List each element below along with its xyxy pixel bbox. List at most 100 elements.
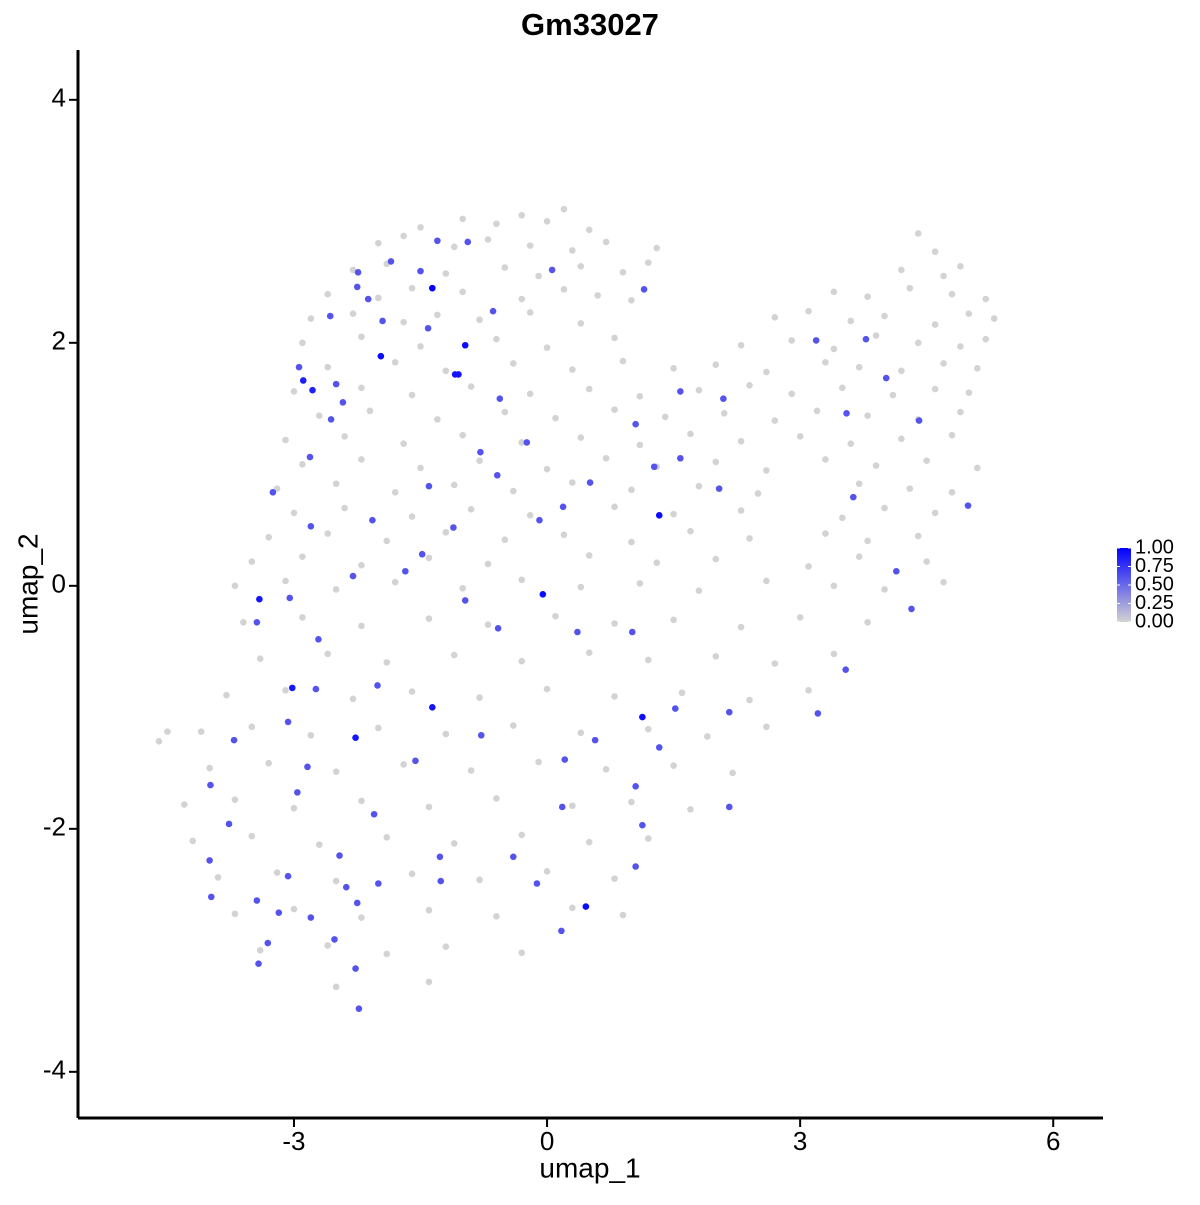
point <box>375 294 382 302</box>
point <box>225 820 233 828</box>
point <box>796 614 804 621</box>
point <box>982 335 990 343</box>
point <box>914 230 922 237</box>
point <box>602 454 610 462</box>
point <box>543 218 551 225</box>
point <box>383 659 391 666</box>
points <box>155 205 998 1012</box>
point <box>678 689 686 697</box>
point <box>611 503 618 511</box>
point <box>255 960 262 967</box>
point <box>655 512 663 519</box>
point <box>725 803 733 811</box>
point <box>459 288 466 296</box>
point <box>374 682 381 689</box>
y-tick-label: 2 <box>52 326 66 356</box>
point <box>206 764 213 772</box>
point <box>476 316 483 324</box>
point <box>704 733 711 740</box>
point <box>450 651 458 659</box>
point <box>893 567 900 575</box>
point <box>496 395 504 403</box>
point <box>560 531 568 539</box>
point <box>214 874 222 881</box>
point <box>644 259 652 266</box>
point <box>408 513 416 520</box>
point <box>965 389 973 396</box>
point <box>461 341 469 349</box>
point <box>632 420 639 428</box>
point <box>299 614 306 621</box>
chart-title: Gm33027 <box>521 7 659 42</box>
point <box>855 480 863 488</box>
point <box>467 505 475 513</box>
point <box>484 560 492 568</box>
point <box>402 567 409 575</box>
point <box>661 413 669 421</box>
point <box>746 696 753 704</box>
point <box>501 408 509 416</box>
point <box>670 616 677 624</box>
point <box>299 461 306 468</box>
point <box>898 266 905 274</box>
point <box>812 337 820 344</box>
point <box>332 768 340 776</box>
point <box>223 691 230 699</box>
point <box>400 232 407 240</box>
point <box>408 688 416 695</box>
point <box>467 767 475 774</box>
point <box>418 550 426 558</box>
point <box>353 283 361 291</box>
point <box>569 904 576 912</box>
point <box>687 430 694 438</box>
point <box>510 853 517 861</box>
point <box>585 649 593 656</box>
point <box>231 582 239 590</box>
point <box>561 756 569 763</box>
point <box>324 942 332 949</box>
point <box>872 462 880 469</box>
point <box>569 247 576 254</box>
point <box>805 563 812 570</box>
point <box>536 516 543 524</box>
point <box>425 615 433 622</box>
point <box>324 290 332 298</box>
point <box>501 536 509 543</box>
point <box>304 763 311 771</box>
point <box>611 406 618 413</box>
legend-tick-label: 0.25 <box>1135 592 1174 614</box>
point <box>450 243 458 251</box>
point <box>763 467 770 474</box>
point <box>864 293 871 300</box>
point <box>864 412 871 420</box>
point <box>493 220 500 228</box>
point <box>594 292 601 299</box>
point <box>253 618 261 626</box>
point <box>358 797 365 805</box>
point <box>687 806 694 813</box>
legend-tick-label: 1.00 <box>1135 536 1174 558</box>
point <box>763 723 770 731</box>
point <box>309 386 316 394</box>
point <box>715 485 723 492</box>
point <box>408 284 416 292</box>
point <box>940 360 947 367</box>
point <box>518 295 526 303</box>
point <box>737 623 745 631</box>
point <box>294 789 301 796</box>
point <box>526 390 534 398</box>
point <box>518 211 526 219</box>
point <box>611 334 618 342</box>
point <box>653 244 661 252</box>
point <box>518 576 526 584</box>
point <box>814 710 822 717</box>
point <box>677 388 684 395</box>
point <box>450 524 457 531</box>
point <box>644 835 652 842</box>
point <box>931 248 939 255</box>
point <box>450 840 458 847</box>
point <box>408 870 416 878</box>
point <box>543 465 551 473</box>
point <box>881 586 888 593</box>
